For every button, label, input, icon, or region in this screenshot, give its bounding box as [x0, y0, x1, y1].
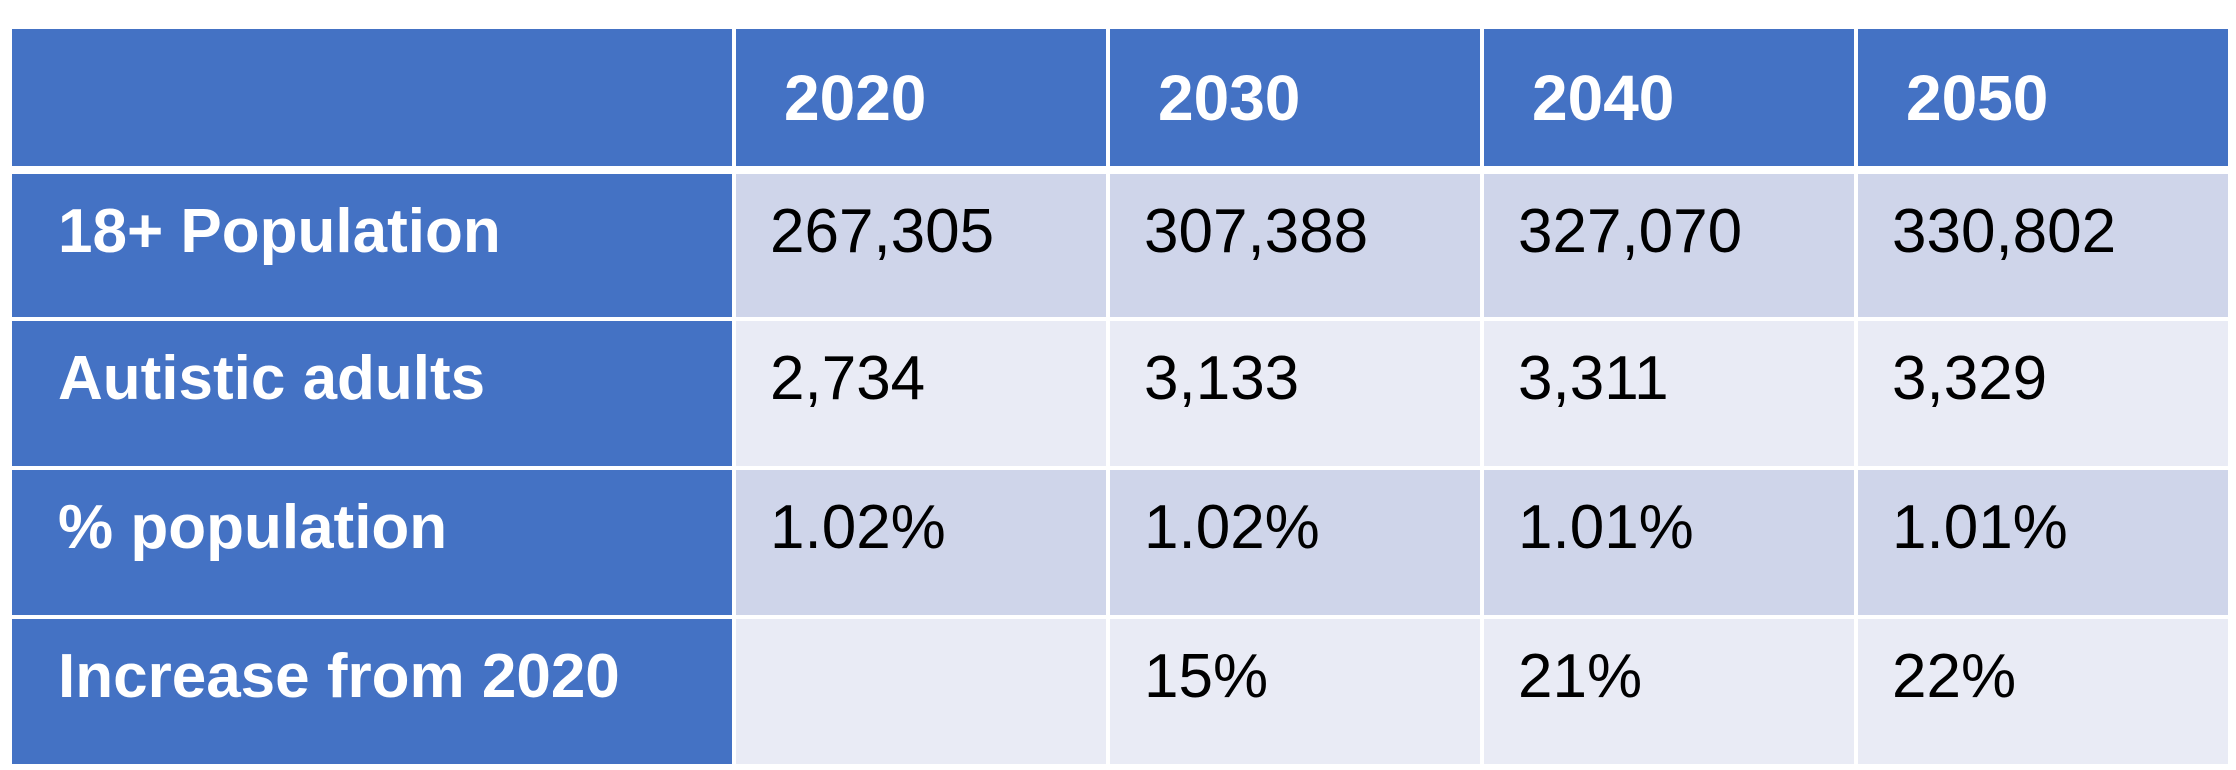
table-cell: 267,305: [732, 168, 1110, 321]
row-label: Increase from 2020: [58, 642, 620, 711]
row-label-cell: % population: [8, 466, 736, 619]
table-cell: 2,734: [732, 317, 1110, 470]
table-cell: 307,388: [1106, 168, 1484, 321]
cell-value: 307,388: [1144, 197, 1369, 266]
table-row-autistic-adults: Autistic adults 2,734 3,133 3,311 3,329: [8, 317, 2232, 470]
table-row-percent-population: % population 1.02% 1.02% 1.01% 1.01%: [8, 466, 2232, 619]
year-header-2020: 2020: [732, 25, 1110, 172]
table-cell: 21%: [1480, 615, 1858, 768]
cell-value: 267,305: [770, 197, 995, 266]
table-cell: 1.01%: [1854, 466, 2232, 619]
table-cell: 3,311: [1480, 317, 1858, 470]
row-label: Autistic adults: [58, 344, 486, 413]
year-header-2040: 2040: [1480, 25, 1858, 172]
cell-value: 1.02%: [770, 493, 946, 562]
cell-value: [736, 619, 1106, 641]
cell-value: 327,070: [1518, 197, 1743, 266]
year-header-2050: 2050: [1854, 25, 2232, 172]
cell-value: 2,734: [770, 344, 926, 413]
year-header-label: 2030: [1158, 61, 1301, 134]
year-header-label: 2020: [784, 61, 927, 134]
table-row-increase: Increase from 2020 15% 21% 22%: [8, 615, 2232, 768]
cell-value: 3,133: [1144, 344, 1300, 413]
year-header-label: 2050: [1906, 61, 2049, 134]
table-cell: 22%: [1854, 615, 2232, 768]
cell-value: 22%: [1892, 642, 2017, 711]
table-cell: 15%: [1106, 615, 1484, 768]
corner-cell: [8, 25, 736, 172]
cell-value: 21%: [1518, 642, 1643, 711]
cell-value: 1.01%: [1518, 493, 1694, 562]
row-label: 18+ Population: [58, 197, 501, 266]
population-table: 2020 2030 2040 2050 18+ Population 267,3…: [8, 25, 2232, 768]
cell-value: 3,311: [1518, 344, 1669, 413]
cell-value: 3,329: [1892, 344, 2048, 413]
table-cell: 1.02%: [732, 466, 1110, 619]
table-cell: 330,802: [1854, 168, 2232, 321]
table-cell: 327,070: [1480, 168, 1858, 321]
table-cell: 3,329: [1854, 317, 2232, 470]
cell-value: 330,802: [1892, 197, 2117, 266]
year-header-2030: 2030: [1106, 25, 1484, 172]
row-label-cell: Increase from 2020: [8, 615, 736, 768]
table-cell: 1.02%: [1106, 466, 1484, 619]
table-cell: [732, 615, 1110, 768]
table-cell: 1.01%: [1480, 466, 1858, 619]
cell-value: 1.01%: [1892, 493, 2068, 562]
header-row: 2020 2030 2040 2050: [8, 25, 2232, 172]
row-label: % population: [58, 493, 448, 562]
table-cell: 3,133: [1106, 317, 1484, 470]
cell-value: 15%: [1144, 642, 1269, 711]
cell-value: 1.02%: [1144, 493, 1320, 562]
table-row-adult-population: 18+ Population 267,305 307,388 327,070 3…: [8, 168, 2232, 321]
year-header-label: 2040: [1532, 61, 1675, 134]
row-label-cell: 18+ Population: [8, 168, 736, 321]
row-label-cell: Autistic adults: [8, 317, 736, 470]
